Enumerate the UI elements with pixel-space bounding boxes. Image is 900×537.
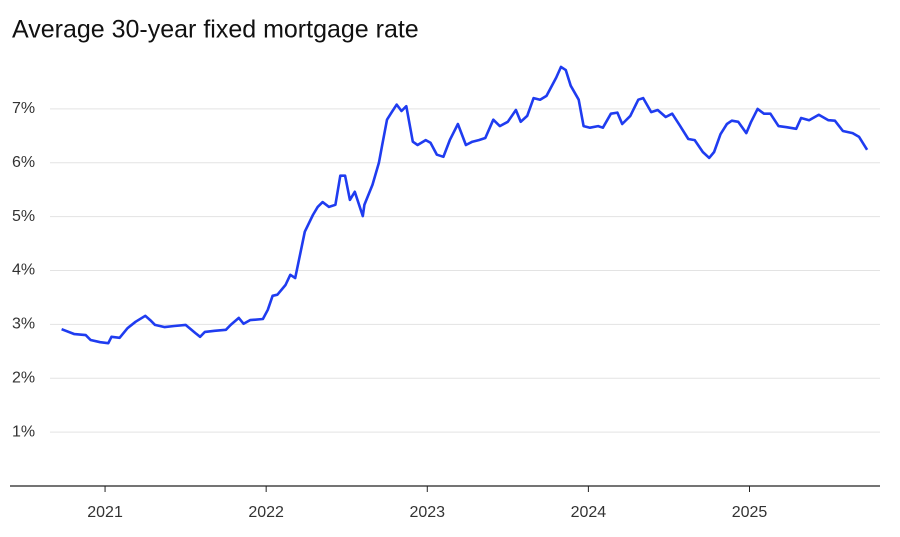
y-tick-label: 6%	[12, 154, 35, 171]
x-tick-label: 2025	[732, 504, 768, 521]
y-tick-label: 5%	[12, 208, 35, 225]
y-tick-label: 3%	[12, 316, 35, 333]
rate-line	[61, 65, 869, 345]
y-tick-label: 2%	[12, 369, 35, 386]
y-tick-label: 7%	[12, 100, 35, 117]
x-tick-label: 2022	[248, 504, 284, 521]
x-tick-label: 2021	[87, 504, 123, 521]
x-tick-label: 2024	[571, 504, 607, 521]
y-tick-label: 4%	[12, 262, 35, 279]
x-tick-label: 2023	[409, 504, 445, 521]
y-tick-label: 1%	[12, 423, 35, 440]
chart-title: Average 30-year fixed mortgage rate	[12, 16, 419, 44]
